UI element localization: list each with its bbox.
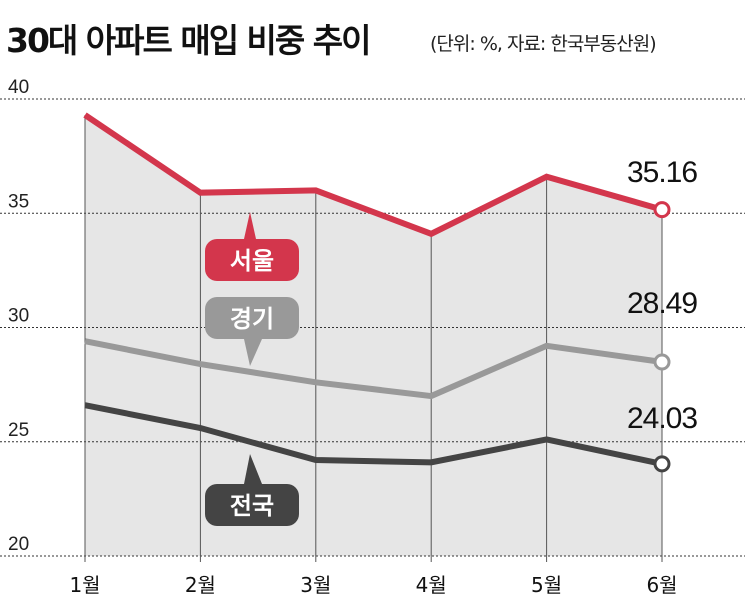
end-marker — [653, 455, 671, 473]
x-tick-label: 2월 — [185, 573, 216, 597]
x-tick-label: 1월 — [69, 573, 100, 597]
legend-pointer — [244, 454, 262, 484]
chart-subtitle: (단위: %, 자료: 한국부동산원) — [430, 33, 656, 55]
legend-label: 서울 — [230, 247, 274, 275]
y-tick-label: 25 — [8, 420, 29, 441]
end-marker — [653, 201, 671, 219]
legend-label: 경기 — [230, 305, 274, 333]
series-line — [84, 338, 663, 400]
end-value-label: 24.03 — [627, 402, 697, 435]
y-tick-label: 40 — [8, 77, 29, 98]
end-value-label: 28.49 — [627, 287, 697, 320]
legend-badge — [205, 239, 299, 281]
end-value-label: 35.16 — [627, 156, 697, 189]
chart-title: 30대 아파트 매입 비중 추이 — [6, 21, 369, 60]
series-line — [84, 402, 663, 467]
legend-badge — [205, 484, 299, 526]
legend-pointer — [244, 212, 256, 239]
y-tick-label: 20 — [8, 534, 29, 555]
plot-area: 40 35 30 25 20 1월 2월 3월 4월 5월 6월 35.16 28.49 24.03 서울경… — [0, 77, 745, 597]
legend-label: 전국 — [230, 492, 274, 520]
area-fill — [85, 114, 662, 557]
series-line — [83, 112, 663, 238]
y-tick-label: 35 — [8, 191, 29, 212]
legend-pointer — [244, 339, 262, 366]
end-marker — [653, 353, 671, 371]
x-tick-label: 6월 — [646, 573, 677, 597]
x-tick-label: 4월 — [416, 573, 447, 597]
y-tick-label: 30 — [8, 306, 29, 327]
x-tick-label: 3월 — [300, 573, 331, 597]
x-tick-label: 5월 — [531, 573, 562, 597]
legend-badge — [205, 297, 299, 339]
